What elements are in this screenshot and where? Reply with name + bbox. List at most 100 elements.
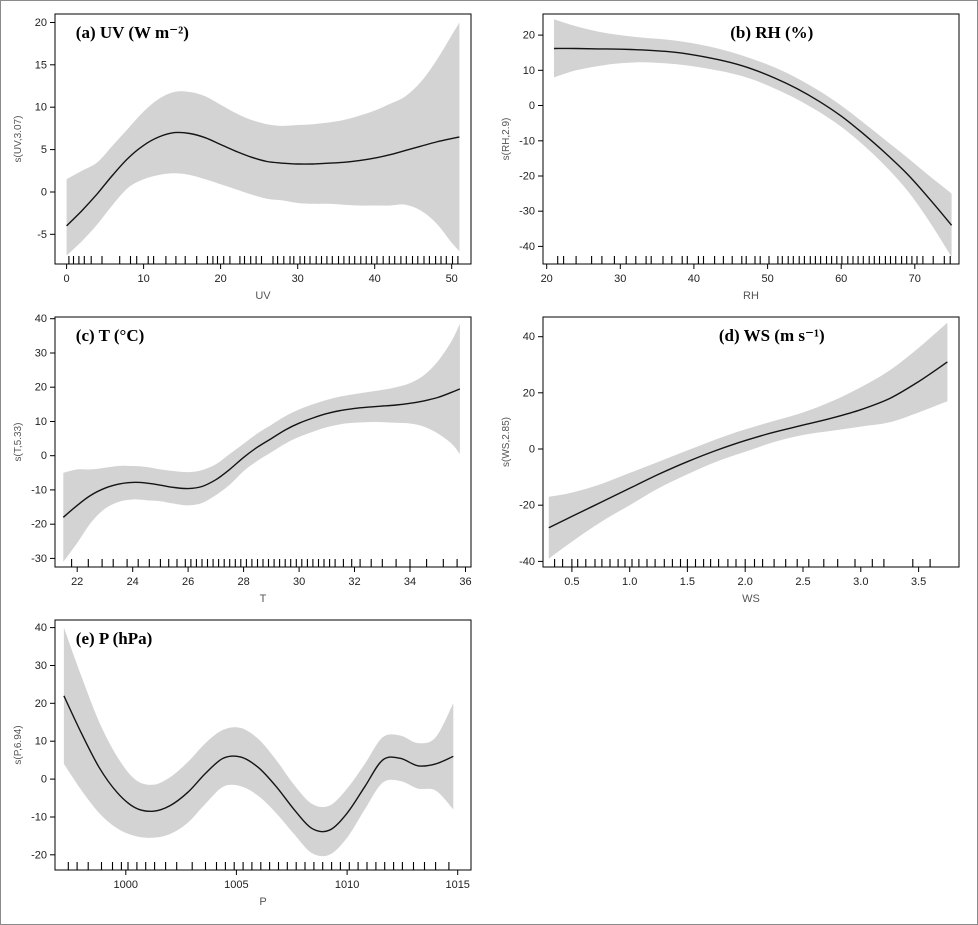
y-tick-label: -30 xyxy=(31,553,47,565)
y-tick-label: 15 xyxy=(34,59,46,71)
confidence-band xyxy=(553,19,952,257)
y-tick-label: 30 xyxy=(34,660,46,672)
x-axis: 1000 1005 1010 1015 xyxy=(113,870,469,891)
y-tick-label: 10 xyxy=(34,102,46,114)
plot-box xyxy=(542,316,959,568)
y-axis-label: s(P,6.94) xyxy=(13,725,24,764)
y-tick-label: 20 xyxy=(34,17,46,29)
y-tick-label: -20 xyxy=(519,500,535,512)
x-axis-label: RH xyxy=(743,290,759,302)
x-tick-label: 28 xyxy=(237,576,249,588)
confidence-band xyxy=(548,322,947,559)
plot-box xyxy=(54,13,471,265)
rug-ticks xyxy=(553,559,931,567)
x-tick-label: 50 xyxy=(445,273,457,285)
x-tick-label: 40 xyxy=(687,273,699,285)
chart-p-smooth: 1000 1005 1010 1015 -20 -10 0 10 20 30 40 Ps(P,6.94… xyxy=(13,619,471,908)
x-tick-label: 30 xyxy=(291,273,303,285)
y-tick-label: -40 xyxy=(519,241,535,253)
x-tick-label: 20 xyxy=(214,273,226,285)
y-tick-label: 20 xyxy=(34,698,46,710)
y-tick-label: -10 xyxy=(519,135,535,147)
panel-b: 20 30 40 50 60 70 -40 -30 -20 -10 0 10 20 RH s(RH,2.9)… xyxy=(490,6,977,309)
panel-title: (d) WS (m s⁻¹) xyxy=(718,326,824,345)
panel-title: (c) T (°C) xyxy=(75,326,144,345)
y-axis: -40 -30 -20 -10 0 10 20 xyxy=(519,30,543,253)
y-tick-label: 0 xyxy=(528,100,534,112)
y-axis: -40 -20 0 20 40 xyxy=(519,331,543,568)
y-tick-label: 20 xyxy=(522,30,534,42)
x-tick-label: 0.5 xyxy=(564,576,579,588)
x-tick-label: 1.5 xyxy=(679,576,694,588)
smooth-curve xyxy=(62,388,460,518)
confidence-band xyxy=(62,323,460,562)
x-tick-label: 3.0 xyxy=(853,576,868,588)
x-tick-label: 1000 xyxy=(113,879,137,891)
y-tick-label: 30 xyxy=(34,348,46,360)
chart-ws-smooth: 0.5 1.0 1.5 2.0 2.5 3.0 3.5 -40 -20 0 20 40 WS s(WS,2… xyxy=(501,316,959,605)
rug-ticks xyxy=(70,559,458,567)
y-tick-label: -20 xyxy=(519,171,535,183)
panel-title: (b) RH (%) xyxy=(730,23,813,42)
y-tick-label: -20 xyxy=(31,519,47,531)
confidence-band xyxy=(66,22,459,256)
x-tick-label: 10 xyxy=(137,273,149,285)
y-tick-label: 40 xyxy=(34,622,46,634)
x-axis-label: T xyxy=(259,593,266,605)
x-tick-label: 2.0 xyxy=(737,576,752,588)
x-axis-label: P xyxy=(259,896,266,908)
y-tick-label: 10 xyxy=(34,416,46,428)
x-axis: 20 30 40 50 60 70 xyxy=(540,264,920,285)
x-tick-label: 30 xyxy=(292,576,304,588)
x-tick-label: 20 xyxy=(540,273,552,285)
y-tick-label: 20 xyxy=(34,382,46,394)
x-tick-label: 40 xyxy=(368,273,380,285)
y-tick-label: -20 xyxy=(31,849,47,861)
confidence-band xyxy=(63,627,453,857)
x-tick-label: 1005 xyxy=(224,879,248,891)
x-axis-label: WS xyxy=(742,593,760,605)
y-tick-label: 10 xyxy=(34,736,46,748)
x-tick-label: 34 xyxy=(403,576,415,588)
rug-ticks xyxy=(67,256,458,264)
plot-box xyxy=(542,13,959,265)
y-tick-label: 40 xyxy=(522,331,534,343)
x-axis: 0 10 20 30 40 50 xyxy=(63,264,457,285)
plot-box xyxy=(54,316,471,568)
panel-d: 0.5 1.0 1.5 2.0 2.5 3.0 3.5 -40 -20 0 20 40 WS s(WS,2… xyxy=(490,309,977,612)
smooth-curve xyxy=(62,695,454,833)
x-tick-label: 26 xyxy=(181,576,193,588)
x-tick-label: 24 xyxy=(126,576,138,588)
x-tick-label: 1015 xyxy=(445,879,469,891)
y-axis: -30 -20 -10 0 10 20 30 40 xyxy=(31,313,55,565)
chart-t-smooth: 22 24 26 28 30 32 34 36 -30 -20 -10 0 10 20 30 40 Ts(T,5… xyxy=(13,313,472,605)
y-tick-label: 0 xyxy=(40,187,46,199)
y-tick-label: -40 xyxy=(519,556,535,568)
y-tick-label: 0 xyxy=(40,774,46,786)
x-tick-label: 36 xyxy=(459,576,471,588)
y-tick-label: 5 xyxy=(40,144,46,156)
smooth-curve xyxy=(65,131,460,227)
y-tick-label: 0 xyxy=(528,444,534,456)
x-tick-label: 22 xyxy=(71,576,83,588)
y-axis-label: s(RH,2.9) xyxy=(501,118,512,161)
y-axis-label: s(UV,3.07) xyxy=(13,116,24,163)
y-tick-label: 10 xyxy=(522,65,534,77)
x-tick-label: 0 xyxy=(63,273,69,285)
y-tick-label: -10 xyxy=(31,484,47,496)
rug-ticks xyxy=(556,256,951,264)
y-axis-label: s(WS,2.85) xyxy=(501,417,512,467)
x-tick-label: 30 xyxy=(614,273,626,285)
y-tick-label: 20 xyxy=(522,387,534,399)
chart-rh-smooth: 20 30 40 50 60 70 -40 -30 -20 -10 0 10 20 RH s(RH,2.9)… xyxy=(501,13,959,302)
panel-title: (a) UV (W m⁻²) xyxy=(75,23,188,42)
rug-ticks xyxy=(67,862,449,870)
x-tick-label: 3.5 xyxy=(910,576,925,588)
chart-uv-smooth: 0 10 20 30 40 50 -5 0 5 10 15 20 UV s(UV,3.07) (a) UV … xyxy=(13,13,471,302)
x-axis-label: UV xyxy=(255,290,271,302)
smooth-curve xyxy=(553,47,952,226)
y-axis-label: s(T,5.33) xyxy=(13,423,24,462)
